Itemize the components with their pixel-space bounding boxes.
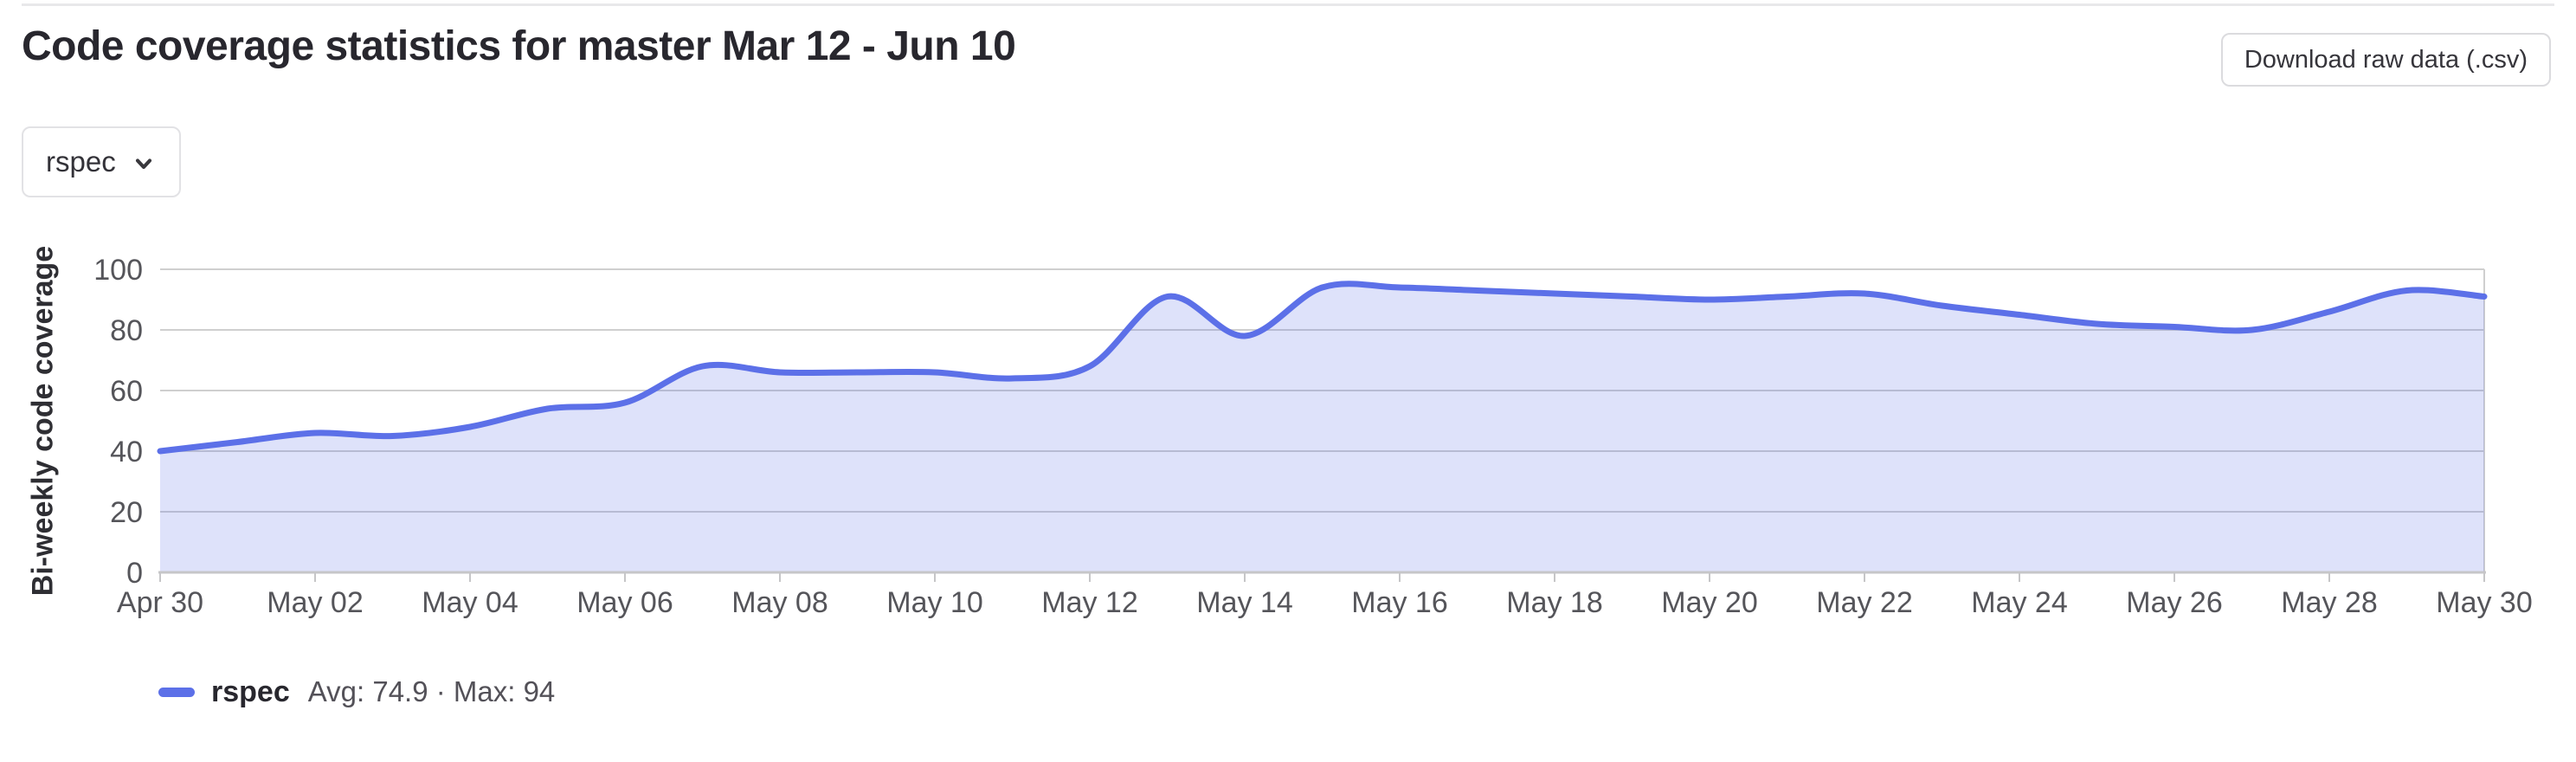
x-axis-tick-label: May 20 <box>1661 586 1758 619</box>
x-axis-tick-label: May 22 <box>1816 586 1913 619</box>
page-title: Code coverage statistics for master Mar … <box>22 23 1016 69</box>
y-axis-tick-label: 60 <box>110 375 143 408</box>
y-axis-tick-label: 40 <box>110 436 143 468</box>
x-axis-tick-label: Apr 30 <box>117 586 203 619</box>
legend-series-stats: Avg: 74.9 · Max: 94 <box>307 675 556 707</box>
coverage-area-fill <box>160 283 2484 572</box>
legend-swatch <box>158 687 195 697</box>
y-axis-tick-label: 0 <box>126 557 143 590</box>
header-divider <box>22 3 2554 6</box>
y-axis-tick-label: 100 <box>93 254 143 287</box>
coverage-line <box>157 281 2488 455</box>
x-axis-tick-label: May 14 <box>1196 586 1293 619</box>
x-axis-tick-label: May 24 <box>1971 586 2068 619</box>
x-axis-tick-label: May 02 <box>267 586 364 619</box>
y-axis-tick-label: 20 <box>110 496 143 529</box>
download-csv-button-label: Download raw data (.csv) <box>2244 45 2528 74</box>
x-axis-tick-label: May 16 <box>1351 586 1448 619</box>
x-axis-tick-label: May 26 <box>2126 586 2223 619</box>
legend-series-name: rspec <box>211 675 290 708</box>
chevron-down-icon <box>135 158 151 170</box>
x-axis-tick-label: May 12 <box>1041 586 1138 619</box>
x-axis-tick-label: May 06 <box>576 586 673 619</box>
x-axis-tick-label: May 10 <box>886 586 983 619</box>
test-suite-dropdown[interactable]: rspec <box>22 126 181 197</box>
y-axis-tick-label: 80 <box>110 314 143 347</box>
test-suite-dropdown-value: rspec <box>46 145 116 178</box>
download-csv-button[interactable]: Download raw data (.csv) <box>2220 33 2551 87</box>
x-axis-tick-label: May 28 <box>2281 586 2378 619</box>
x-axis-tick-label: May 30 <box>2436 586 2533 619</box>
x-axis-tick-label: May 04 <box>422 586 518 619</box>
x-axis-tick-label: May 08 <box>731 586 828 619</box>
legend-item-rspec[interactable]: rspec Avg: 74.9 · Max: 94 <box>158 672 555 712</box>
x-axis-tick-label: May 18 <box>1506 586 1603 619</box>
